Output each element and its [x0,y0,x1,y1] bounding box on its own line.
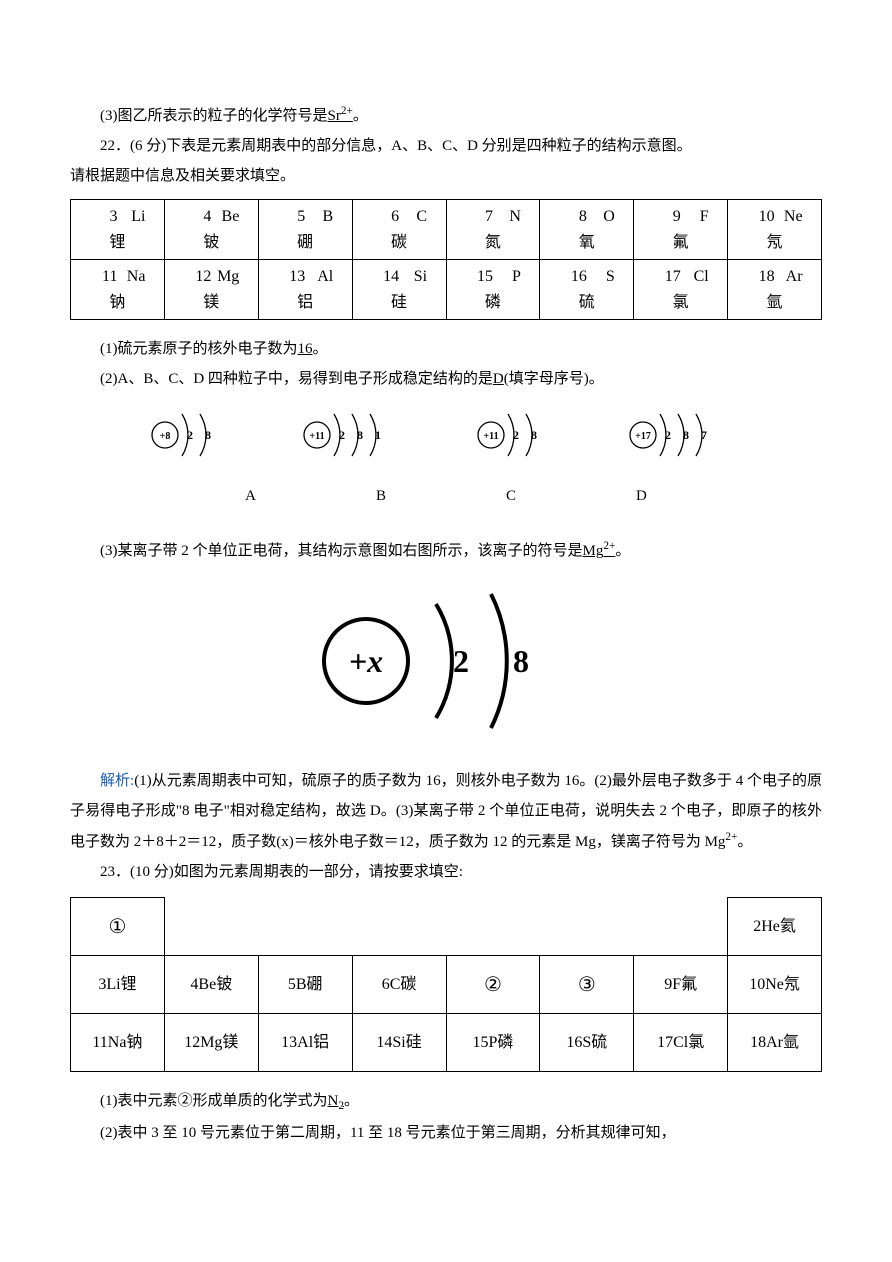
atom-diagram: +8 28 [150,408,242,473]
q21-3-answer: Sr2+ [328,108,353,124]
element-cell: 17Cl氯 [634,260,728,320]
q23-1-answer: N2 [328,1093,344,1109]
element-cell: 14Si硅 [352,260,446,320]
q22-1-answer: 16 [298,341,313,357]
element-cell: 10Ne氖 [728,200,822,260]
element-cell: 17Cl氯 [634,1014,728,1072]
element-cell: 2He氦 [728,898,822,956]
svg-text:+11: +11 [309,431,324,442]
atom-diagrams: +828+11281+1128+17287 [70,408,822,473]
element-cell: 3Li锂 [71,200,165,260]
q22-2-answer: D [493,371,504,387]
ion-shell-1: 2 [453,643,469,679]
element-cell: 6C碳 [352,200,446,260]
svg-text:+17: +17 [635,431,651,442]
svg-text:2: 2 [513,428,519,442]
element-cell: 5B硼 [258,200,352,260]
svg-text:2: 2 [339,428,345,442]
svg-text:+8: +8 [160,431,171,442]
ion-diagram: +x 2 8 [70,586,822,736]
atom-diagram: +17 287 [628,408,742,473]
q22-stem-a: 22．(6 分)下表是元素周期表中的部分信息，A、B、C、D 分别是四种粒子的结… [70,131,822,161]
element-cell: 4Be铍 [164,200,258,260]
element-cell: 8O氧 [540,200,634,260]
q23-1: (1)表中元素②形成单质的化学式为N2。 [70,1086,822,1118]
element-cell: 4Be铍 [164,956,258,1014]
element-placeholder: ② [446,956,540,1014]
svg-text:+11: +11 [483,431,498,442]
q22-2: (2)A、B、C、D 四种粒子中，易得到电子形成稳定结构的是D(填字母序号)。 [70,364,822,394]
q21-3-prefix: (3)图乙所表示的粒子的化学符号是 [100,108,328,124]
svg-text:8: 8 [531,428,537,442]
element-cell: 14Si硅 [352,1014,446,1072]
analysis-label: 解析: [100,773,134,789]
element-cell: 9F氟 [634,956,728,1014]
element-cell: 15P磷 [446,1014,540,1072]
q22-3: (3)某离子带 2 个单位正电荷，其结构示意图如右图所示，该离子的符号是Mg2+… [70,535,822,566]
blank-cell [164,898,727,956]
element-cell: 3Li锂 [71,956,165,1014]
analysis-body: (1)从元素周期表中可知，硫原子的质子数为 16，则核外电子数为 16。(2)最… [70,773,822,850]
svg-text:1: 1 [375,428,381,442]
element-placeholder: ① [71,898,165,956]
atom-label: A [245,481,256,511]
element-cell: 12Mg镁 [164,260,258,320]
atom-labels: A B C D [70,481,822,511]
svg-text:8: 8 [357,428,363,442]
q23-2: (2)表中 3 至 10 号元素位于第二周期，11 至 18 号元素位于第三周期… [70,1118,822,1148]
svg-text:7: 7 [701,428,707,442]
ion-shell-2: 8 [513,643,529,679]
atom-label: B [376,481,386,511]
q22-3-answer: Mg2+ [583,543,616,559]
q22-1: (1)硫元素原子的核外电子数为16。 [70,334,822,364]
element-cell: 13Al铝 [258,1014,352,1072]
atom-label: C [506,481,516,511]
element-cell: 11Na钠 [71,260,165,320]
q22-analysis: 解析:(1)从元素周期表中可知，硫原子的质子数为 16，则核外电子数为 16。(… [70,766,822,857]
svg-text:2: 2 [665,428,671,442]
atom-diagram: +11 28 [476,408,568,473]
atom-diagram: +11 281 [302,408,416,473]
element-cell: 6C碳 [352,956,446,1014]
element-cell: 16S硫 [540,1014,634,1072]
element-cell: 7N氮 [446,200,540,260]
q23-periodic-table: ① 2He氦 3Li锂4Be铍5B硼6C碳②③9F氟10Ne氖 11Na钠12M… [70,897,822,1072]
q21-3: (3)图乙所表示的粒子的化学符号是Sr2+。 [70,100,822,131]
q23-stem: 23．(10 分)如图为元素周期表的一部分，请按要求填空: [70,857,822,887]
element-cell: 12Mg镁 [164,1014,258,1072]
element-cell: 16S硫 [540,260,634,320]
element-cell: 5B硼 [258,956,352,1014]
element-cell: 15P磷 [446,260,540,320]
element-cell: 9F氟 [634,200,728,260]
svg-text:2: 2 [187,428,193,442]
element-cell: 11Na钠 [71,1014,165,1072]
element-cell: 18Ar氩 [728,260,822,320]
svg-text:8: 8 [205,428,211,442]
element-cell: 10Ne氖 [728,956,822,1014]
element-placeholder: ③ [540,956,634,1014]
atom-label: D [636,481,647,511]
q22-stem-b: 请根据题中信息及相关要求填空。 [70,161,822,191]
svg-text:8: 8 [683,428,689,442]
q22-periodic-table: 3Li锂4Be铍5B硼6C碳7N氮8O氧9F氟10Ne氖 11Na钠12Mg镁1… [70,199,822,320]
element-cell: 13Al铝 [258,260,352,320]
ion-nucleus: +x [349,643,383,679]
element-cell: 18Ar氩 [728,1014,822,1072]
